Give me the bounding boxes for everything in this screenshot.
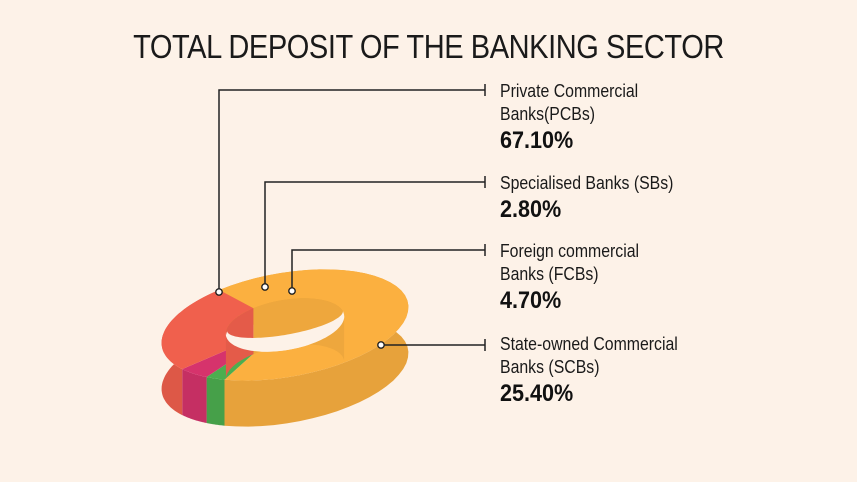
legend-value-pcbs: 67.10% — [500, 127, 574, 154]
legend-label-pcbs: Private Commercial Banks(PCBs) 67.10% — [500, 80, 657, 156]
legend-name-pcbs-line1: Private Commercial — [500, 81, 639, 101]
legend-label-scbs: State-owned Commercial Banks (SCBs) 25.4… — [500, 333, 702, 409]
donut-side-slice-1 — [206, 377, 225, 426]
legend-name-sbs-line1: Specialised Banks (SBs) — [500, 173, 674, 193]
legend-name-scbs-line2: Banks (SCBs) — [500, 357, 600, 377]
donut-top-slice-3 — [161, 290, 254, 370]
leader-dot-3 — [377, 341, 385, 349]
leader-line-2 — [291, 249, 485, 291]
legend-name-pcbs-line2: Banks(PCBs) — [500, 104, 596, 124]
donut-hole — [225, 310, 345, 352]
leader-dot-0 — [215, 288, 223, 296]
donut-top-slice-0 — [219, 269, 409, 381]
leader-dot-2 — [288, 287, 296, 295]
legend-name-fcbs-line2: Banks (FCBs) — [500, 264, 599, 284]
leader-line-0 — [218, 89, 485, 292]
leader-line-1 — [264, 181, 485, 287]
chart-title: TOTAL DEPOSIT OF THE BANKING SECTOR — [133, 28, 724, 65]
legend-value-fcbs: 4.70% — [500, 287, 562, 314]
legend-value-scbs: 25.40% — [500, 380, 574, 407]
legend-name-fcbs-line1: Foreign commercial — [500, 241, 640, 261]
legend-name-scbs-line1: State-owned Commercial — [500, 334, 678, 354]
donut-side-slice-2 — [182, 369, 207, 423]
legend-label-fcbs: Foreign commercial Banks (FCBs) 4.70% — [500, 240, 658, 316]
leader-dot-1 — [261, 283, 269, 291]
legend-value-sbs: 2.80% — [500, 196, 562, 223]
legend-label-sbs: Specialised Banks (SBs) 2.80% — [500, 172, 697, 225]
